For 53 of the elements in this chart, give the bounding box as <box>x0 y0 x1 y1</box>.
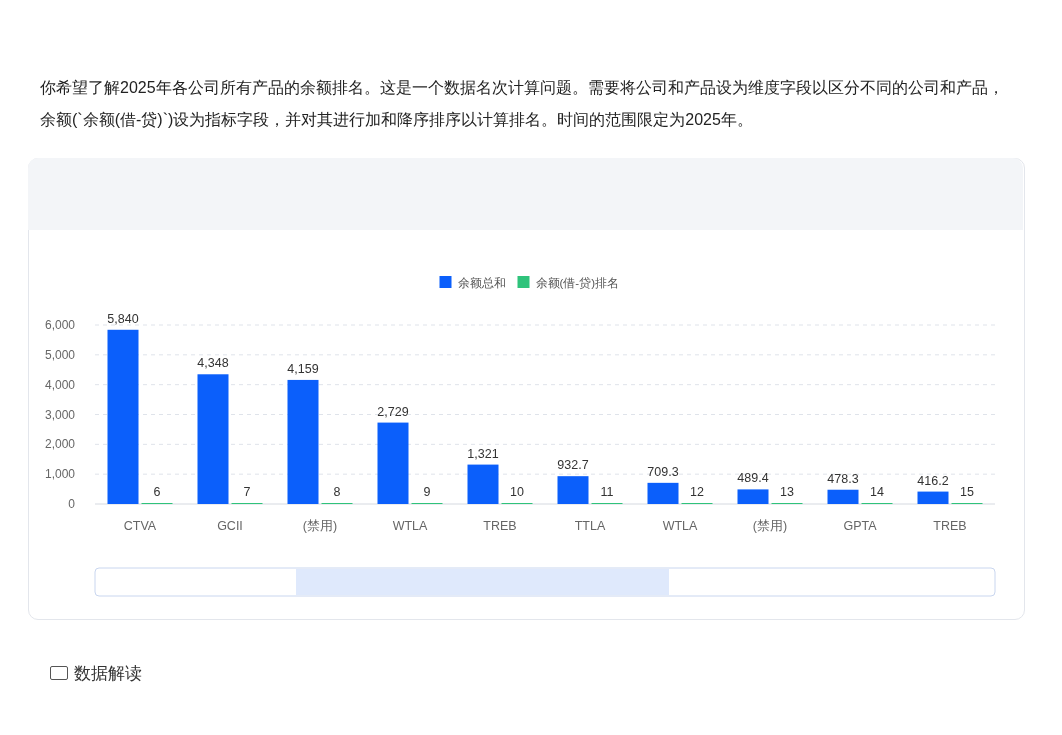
data-label: 11 <box>600 485 614 499</box>
bar <box>557 476 589 504</box>
bar <box>737 489 769 504</box>
x-tick-label: GPTA <box>843 519 878 533</box>
data-label: 4,348 <box>197 356 229 371</box>
data-label: 4,159 <box>287 361 319 376</box>
bar <box>197 374 229 504</box>
data-label: 15 <box>960 485 974 499</box>
x-tick-label: (禁用) <box>752 519 788 533</box>
data-label: 5,840 <box>107 311 139 326</box>
x-tick-label: TTLA <box>574 519 606 533</box>
legend-label: 余额(借-贷)排名 <box>535 276 619 290</box>
data-label: 13 <box>780 485 794 499</box>
bar <box>287 379 319 504</box>
x-tick-label: CTVA <box>123 519 157 533</box>
data-label: 14 <box>870 485 884 499</box>
legend-label: 余额总和 <box>457 276 506 289</box>
x-tick-label: GCII <box>217 519 243 533</box>
chart-title: 你希望了解2025年各公司所有产品的余额排名。这是一个数据名次计算问题。需要将公司和产品设为维度字段以区分不同的公司和产品，余额(`余额(借-贷)`)设为指标字段，并对其进行加和降序排序以计算排名。时间的范围限定为2025年。 <box>40 78 1005 130</box>
x-tick-label: TREB <box>483 519 517 533</box>
x-tick-label: (禁用) <box>302 519 338 533</box>
data-label: 1,321 <box>467 446 499 461</box>
y-tick-label: 5,000 <box>44 347 76 362</box>
y-tick-label: 1,000 <box>44 467 76 482</box>
text: 数据解读 <box>74 664 142 683</box>
bar <box>377 422 409 504</box>
data-label: 7 <box>243 485 251 499</box>
data-label: 932.7 <box>557 458 589 473</box>
y-tick-label: 3,000 <box>44 407 76 422</box>
bar <box>827 489 859 504</box>
data-label: 478.3 <box>827 471 859 486</box>
bar <box>107 329 139 504</box>
legend: 余额总和 <box>439 276 506 289</box>
y-tick-label: 0 <box>68 497 76 511</box>
data-label: 489.4 <box>737 471 769 486</box>
data-label: 9 <box>423 485 431 499</box>
legend: 余额(借-贷)排名 <box>517 276 619 289</box>
data-label: 6 <box>153 485 161 499</box>
x-tick-label: WTLA <box>662 519 699 533</box>
data-label: 709.3 <box>647 464 679 479</box>
y-tick-label: 2,000 <box>44 437 76 452</box>
data-label: 2,729 <box>377 404 409 419</box>
data-label: 8 <box>333 485 341 499</box>
data-label: 10 <box>510 485 524 499</box>
data-label: 416.2 <box>917 473 949 488</box>
bar <box>917 491 949 504</box>
x-tick-label: WTLA <box>392 519 429 533</box>
x-tick-label: TREB <box>933 519 967 533</box>
bar <box>647 482 679 504</box>
y-tick-label: 4,000 <box>44 377 76 392</box>
data-label: 12 <box>690 485 704 499</box>
y-tick-label: 6,000 <box>44 318 76 332</box>
bar <box>467 464 499 504</box>
